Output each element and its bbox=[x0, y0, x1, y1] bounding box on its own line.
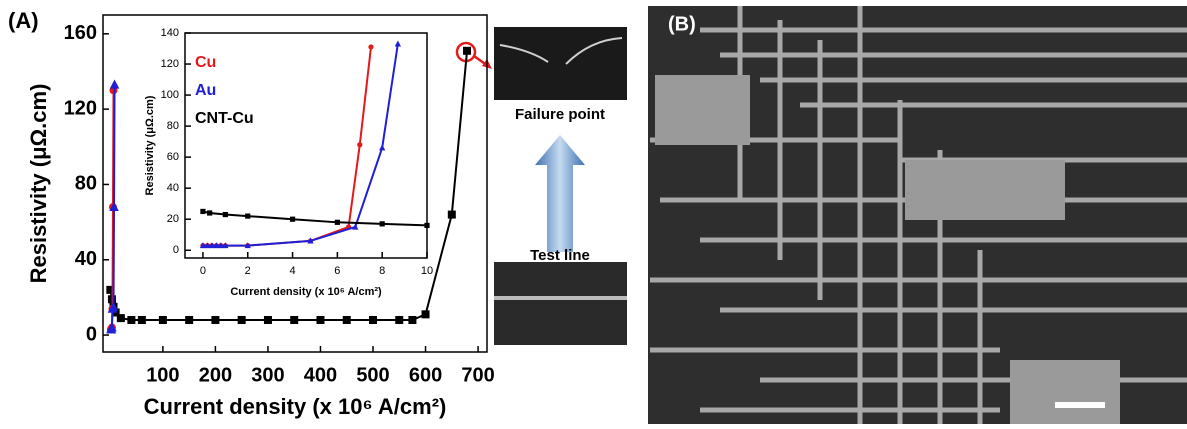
x-tick-label: 600 bbox=[409, 364, 442, 386]
y-tick-label: 80 bbox=[75, 173, 97, 195]
marker bbox=[463, 46, 472, 55]
marker bbox=[368, 44, 374, 50]
y-tick-label: 0 bbox=[173, 244, 179, 256]
marker bbox=[334, 219, 340, 225]
image-detail bbox=[499, 37, 623, 65]
y-tick-label: 100 bbox=[161, 89, 179, 101]
marker bbox=[108, 301, 119, 311]
marker bbox=[116, 314, 125, 323]
marker bbox=[244, 242, 251, 249]
x-tick-label: 6 bbox=[334, 265, 340, 277]
x-tick-label: 10 bbox=[421, 265, 433, 277]
marker bbox=[222, 242, 229, 249]
marker bbox=[127, 315, 136, 324]
marker bbox=[107, 322, 117, 332]
sem-pad bbox=[655, 75, 750, 145]
marker bbox=[199, 242, 207, 249]
marker bbox=[408, 315, 417, 324]
y-tick-label: 20 bbox=[167, 213, 179, 225]
marker bbox=[447, 210, 456, 219]
panel-label: (B) bbox=[668, 13, 696, 35]
marker bbox=[207, 210, 213, 216]
legend-entry: Au bbox=[195, 82, 216, 99]
marker bbox=[357, 142, 363, 148]
x-tick-label: 0 bbox=[200, 265, 206, 277]
y-tick-label: 160 bbox=[64, 22, 97, 44]
marker bbox=[211, 315, 220, 324]
marker bbox=[237, 315, 246, 324]
y-tick-label: 120 bbox=[161, 58, 179, 70]
x-tick-label: 300 bbox=[251, 364, 284, 386]
y-tick-label: 0 bbox=[86, 323, 97, 345]
image-caption: Failure point bbox=[515, 106, 605, 123]
x-tick-label: 700 bbox=[461, 364, 494, 386]
y-axis-label: Resistivity (μΩ.cm) bbox=[26, 84, 51, 284]
x-tick-label: 8 bbox=[379, 265, 385, 277]
x-tick-label: 500 bbox=[356, 364, 389, 386]
marker bbox=[245, 213, 251, 219]
marker bbox=[204, 242, 211, 249]
marker bbox=[137, 315, 146, 324]
marker bbox=[379, 144, 386, 151]
x-tick-label: 4 bbox=[289, 265, 295, 277]
test-image bbox=[494, 262, 627, 345]
failure-image bbox=[494, 27, 627, 100]
scale-bar bbox=[1055, 402, 1105, 408]
x-axis-label: Current density (x 10⁶ A/cm²) bbox=[144, 394, 447, 419]
marker bbox=[213, 242, 220, 249]
legend-entry: Cu bbox=[195, 54, 216, 71]
x-tick-label: 400 bbox=[304, 364, 337, 386]
marker bbox=[217, 242, 224, 249]
y-tick-label: 40 bbox=[75, 248, 97, 270]
marker bbox=[109, 79, 120, 89]
marker bbox=[222, 211, 228, 218]
marker bbox=[394, 40, 401, 47]
marker bbox=[185, 315, 194, 324]
legend-entry: CNT-Cu bbox=[195, 110, 254, 127]
y-tick-label: 40 bbox=[167, 182, 179, 194]
marker bbox=[290, 315, 299, 324]
series-line bbox=[202, 210, 428, 227]
marker bbox=[106, 285, 115, 294]
marker bbox=[421, 310, 430, 319]
y-tick-label: 80 bbox=[167, 120, 179, 132]
sem-pad bbox=[1010, 360, 1120, 424]
x-tick-label: 200 bbox=[199, 364, 232, 386]
marker bbox=[369, 315, 378, 324]
marker bbox=[208, 242, 216, 249]
arrow bbox=[535, 135, 585, 252]
y-axis-label: Resistivity (μΩ.cm) bbox=[144, 95, 156, 195]
y-tick-label: 120 bbox=[64, 97, 97, 119]
marker bbox=[395, 315, 404, 324]
y-tick-label: 60 bbox=[167, 151, 179, 163]
marker bbox=[289, 216, 296, 222]
marker bbox=[352, 223, 359, 230]
sem-pad bbox=[905, 160, 1065, 220]
marker bbox=[263, 315, 272, 324]
marker bbox=[109, 201, 119, 212]
plot-frame bbox=[184, 32, 428, 259]
y-tick-label: 140 bbox=[161, 27, 179, 39]
marker bbox=[316, 315, 325, 324]
image-caption: Test line bbox=[530, 247, 590, 264]
x-axis-label: Current density (x 10⁶ A/cm²) bbox=[230, 286, 382, 298]
x-tick-label: 2 bbox=[245, 265, 251, 277]
marker bbox=[158, 315, 167, 324]
marker bbox=[200, 208, 206, 215]
marker bbox=[342, 315, 351, 324]
x-tick-label: 100 bbox=[146, 364, 179, 386]
marker bbox=[307, 237, 314, 244]
marker bbox=[424, 222, 430, 229]
panel-label: (A) bbox=[8, 8, 39, 33]
plot-frame bbox=[102, 14, 488, 353]
marker bbox=[379, 221, 385, 227]
